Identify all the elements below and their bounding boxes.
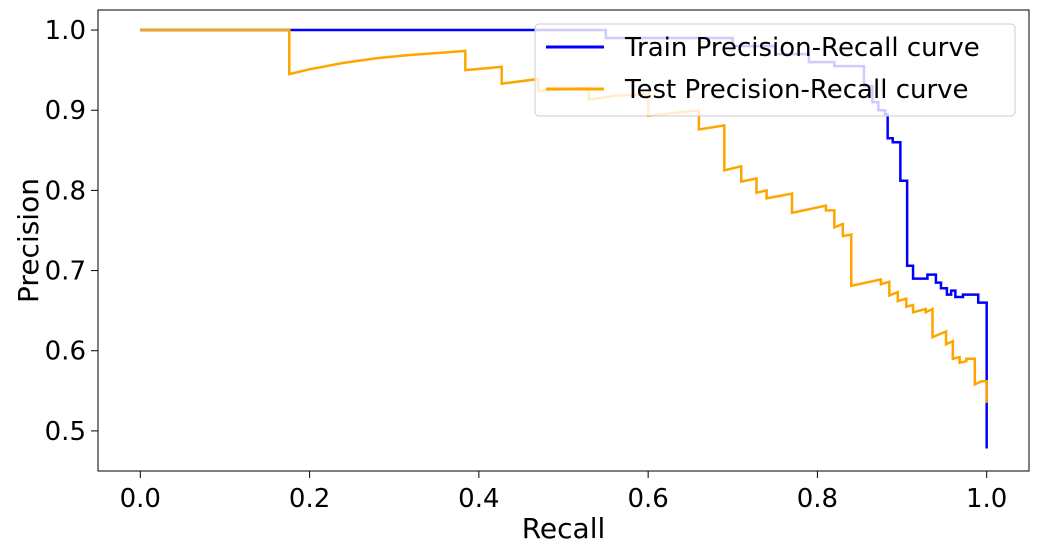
legend-label-test: Test Precision-Recall curve — [624, 75, 969, 105]
y-tick-label: 0.6 — [45, 337, 86, 367]
legend-box — [534, 23, 1016, 117]
test-pr-curve — [140, 28, 988, 403]
y-tick-label: 0.9 — [45, 96, 86, 126]
legend-label-train: Train Precision-Recall curve — [624, 33, 980, 63]
x-axis-label: Recall — [522, 512, 606, 545]
x-tick-label: 0.6 — [627, 484, 668, 514]
y-tick-label: 1.0 — [45, 16, 86, 46]
y-tick-label: 0.8 — [45, 176, 86, 206]
y-tick-label: 0.5 — [45, 417, 86, 447]
x-tick-label: 0.2 — [289, 484, 330, 514]
x-tick-label: 1.0 — [966, 484, 1007, 514]
y-tick-label: 0.7 — [45, 257, 86, 287]
y-axis-ticks: 0.5 0.6 0.7 0.8 0.9 1.0 — [45, 16, 98, 447]
y-axis-label: Precision — [12, 178, 45, 303]
plot-frame — [97, 9, 1030, 472]
x-axis-ticks: 0.0 0.2 0.4 0.6 0.8 1.0 — [120, 471, 1007, 514]
x-tick-label: 0.0 — [120, 484, 161, 514]
x-tick-label: 0.4 — [458, 484, 499, 514]
x-tick-label: 0.8 — [797, 484, 838, 514]
legend: Train Precision-Recall curve Test Precis… — [534, 23, 1016, 117]
